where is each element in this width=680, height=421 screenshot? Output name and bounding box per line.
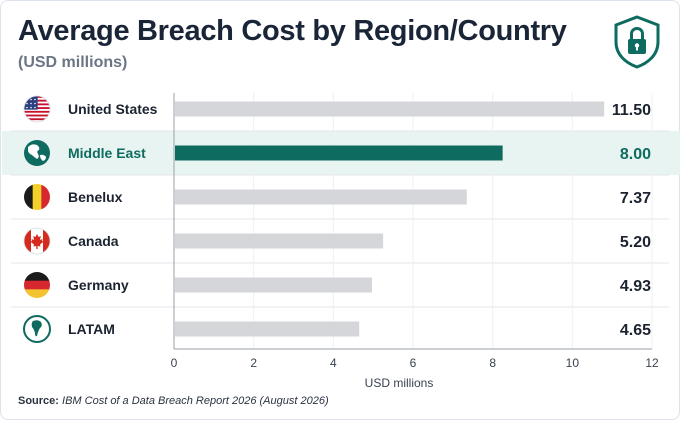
us-flag-icon	[23, 95, 51, 123]
bar-united-states	[175, 101, 605, 117]
chart-title: Average Breach Cost by Region/Country	[18, 15, 567, 47]
bar-canada	[175, 233, 384, 249]
globe-latam-icon	[23, 315, 51, 343]
value-label-germany: 4.93	[620, 278, 651, 295]
source-label: Source:	[18, 395, 59, 407]
x-tick-label: 0	[171, 356, 178, 370]
bar-middle-east	[175, 145, 503, 161]
x-tick-label: 4	[330, 356, 337, 370]
category-label-latam: LATAM	[68, 321, 115, 337]
x-tick-label: 6	[410, 356, 417, 370]
value-label-latam: 4.65	[620, 322, 651, 339]
x-tick-label: 10	[566, 356, 580, 370]
germany-flag-icon	[24, 272, 50, 298]
category-label-benelux: Benelux	[68, 189, 123, 205]
x-axis-label: USD millions	[365, 376, 434, 390]
x-tick-label: 8	[489, 356, 496, 370]
x-tick-label: 2	[250, 356, 257, 370]
belgium-flag-icon	[24, 184, 50, 210]
value-label-benelux: 7.37	[620, 190, 651, 207]
chart-subtitle: (USD millions)	[18, 54, 128, 71]
x-tick-label: 12	[645, 356, 659, 370]
bar-latam	[175, 321, 360, 337]
value-label-united-states: 11.50	[612, 102, 651, 119]
category-label-middle-east: Middle East	[68, 145, 146, 161]
category-label-germany: Germany	[68, 277, 129, 293]
bar-benelux	[175, 189, 467, 205]
category-label-united-states: United States	[68, 101, 158, 117]
shield-lock-icon	[614, 15, 660, 69]
source-note: Source: IBM Cost of a Data Breach Report…	[18, 395, 329, 407]
value-label-middle-east: 8.00	[620, 146, 651, 163]
globe-middle-east-icon	[24, 140, 50, 166]
source-text: IBM Cost of a Data Breach Report 2026 (A…	[62, 395, 329, 407]
canada-flag-icon	[23, 227, 51, 255]
bar-germany	[175, 277, 372, 293]
value-label-canada: 5.20	[620, 234, 651, 251]
category-label-canada: Canada	[68, 233, 119, 249]
